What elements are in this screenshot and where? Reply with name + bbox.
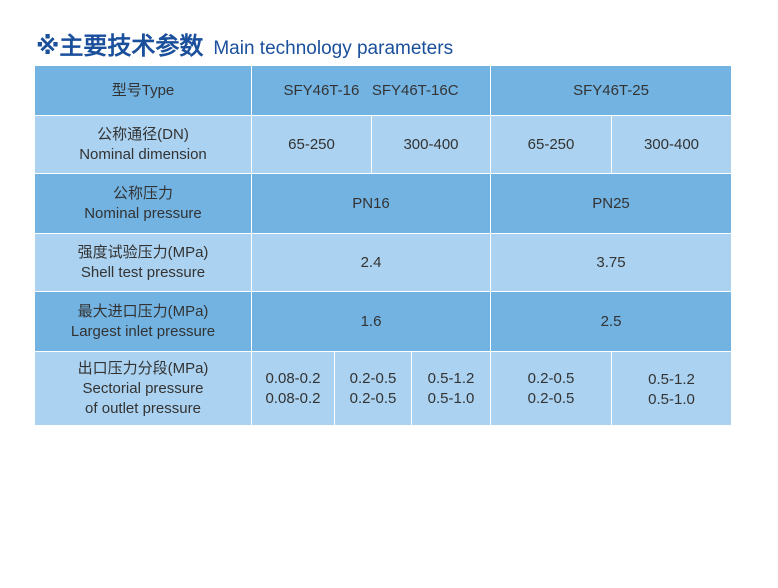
cell-inlet-25: 2.5: [491, 292, 732, 352]
row-label-type: 型号Type: [35, 66, 252, 116]
cell-dn-1: 65-250: [252, 116, 372, 174]
cell-shell-25: 3.75: [491, 234, 732, 292]
row-label-inlet: 最大进口压力(MPa) Largest inlet pressure: [35, 292, 252, 352]
row-label-outlet: 出口压力分段(MPa) Sectorial pressure of outlet p…: [35, 352, 252, 426]
cell-outlet: 0.5-1.2 0.5-1.0: [412, 352, 491, 426]
cell-shell-16: 2.4: [252, 234, 491, 292]
cell-np-16: PN16: [252, 174, 491, 234]
cell-inlet-16: 1.6: [252, 292, 491, 352]
cell-outlet: 0.08-0.2 0.08-0.2: [252, 352, 335, 426]
row-label-dn: 公称通径(DN) Nominal dimension: [35, 116, 252, 174]
cell-outlet: 0.2-0.5 0.2-0.5: [491, 352, 612, 426]
cell-type-16: SFY46T-16 SFY46T-16C: [252, 66, 491, 116]
cell-dn-2: 300-400: [372, 116, 491, 174]
cell-dn-3: 65-250: [491, 116, 612, 174]
row-label-shell: 强度试验压力(MPa) Shell test pressure: [35, 234, 252, 292]
row-label-nominal-pressure: 公称压力 Nominal pressure: [35, 174, 252, 234]
cell-outlet: 0.5-1.2 0.5-1.0: [612, 352, 732, 426]
page-title: ※主要技术参数 Main technology parameters: [36, 32, 454, 60]
cell-dn-4: 300-400: [612, 116, 732, 174]
cell-type-25: SFY46T-25: [491, 66, 732, 116]
cell-np-25: PN25: [491, 174, 732, 234]
cell-outlet: 0.2-0.5 0.2-0.5: [335, 352, 412, 426]
